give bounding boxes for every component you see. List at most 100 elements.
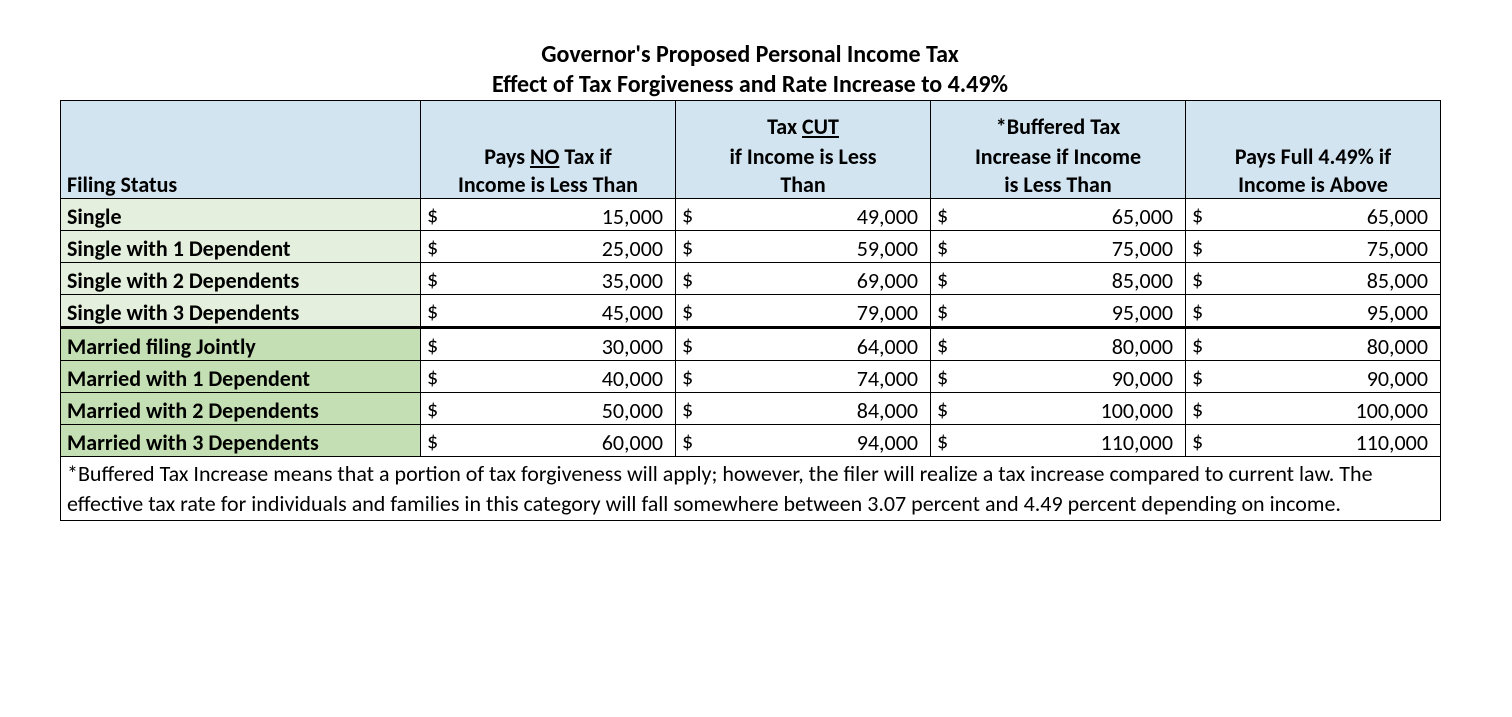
money-value: 69,000 (857, 267, 918, 294)
money-cell: $75,000 (931, 231, 1186, 263)
money-value: 50,000 (602, 397, 663, 424)
dollar-sign: $ (427, 233, 438, 260)
money-cell: $95,000 (931, 295, 1186, 328)
dollar-sign: $ (427, 427, 438, 454)
money-cell: $80,000 (1186, 328, 1441, 361)
money-cell: $50,000 (421, 393, 676, 425)
table-row: Single with 3 Dependents$45,000$79,000$9… (61, 295, 1441, 328)
table-row: Single with 1 Dependent$25,000$59,000$75… (61, 231, 1441, 263)
dollar-sign: $ (1192, 265, 1203, 292)
money-cell: $95,000 (1186, 295, 1441, 328)
money-cell: $110,000 (931, 425, 1186, 457)
dollar-sign: $ (427, 331, 438, 358)
money-value: 95,000 (1112, 299, 1173, 326)
money-cell: $85,000 (1186, 263, 1441, 295)
footnote-row: *Buffered Tax Increase means that a port… (61, 457, 1441, 521)
money-value: 15,000 (602, 203, 663, 230)
money-cell: $74,000 (676, 361, 931, 393)
tax-table-container: Governor's Proposed Personal Income Tax … (60, 40, 1440, 521)
table-row: Married with 3 Dependents$60,000$94,000$… (61, 425, 1441, 457)
tax-table: Filing Status Pays NO Tax if Income is L… (60, 100, 1441, 521)
header-tax-cut: Tax CUT if Income is Less Than (676, 101, 931, 199)
dollar-sign: $ (937, 265, 948, 292)
data-rows: Single$15,000$49,000$65,000$65,000Single… (61, 199, 1441, 457)
money-cell: $60,000 (421, 425, 676, 457)
money-cell: $65,000 (1186, 199, 1441, 231)
dollar-sign: $ (682, 201, 693, 228)
money-value: 75,000 (1112, 235, 1173, 262)
title-line-1: Governor's Proposed Personal Income Tax (60, 40, 1440, 70)
money-value: 75,000 (1367, 235, 1428, 262)
dollar-sign: $ (427, 201, 438, 228)
dollar-sign: $ (682, 395, 693, 422)
money-value: 100,000 (1101, 397, 1173, 424)
header-filing-status: Filing Status (61, 101, 421, 199)
dollar-sign: $ (937, 395, 948, 422)
header-buffered: *Buffered Tax Increase if Income is Less… (931, 101, 1186, 199)
dollar-sign: $ (682, 233, 693, 260)
money-value: 80,000 (1367, 333, 1428, 360)
money-cell: $15,000 (421, 199, 676, 231)
money-value: 65,000 (1112, 203, 1173, 230)
money-value: 74,000 (857, 365, 918, 392)
dollar-sign: $ (427, 363, 438, 390)
dollar-sign: $ (1192, 331, 1203, 358)
dollar-sign: $ (1192, 395, 1203, 422)
money-cell: $45,000 (421, 295, 676, 328)
money-cell: $80,000 (931, 328, 1186, 361)
money-value: 49,000 (857, 203, 918, 230)
money-cell: $59,000 (676, 231, 931, 263)
money-value: 79,000 (857, 299, 918, 326)
money-cell: $85,000 (931, 263, 1186, 295)
row-label: Married with 2 Dependents (61, 393, 421, 425)
money-value: 100,000 (1356, 397, 1428, 424)
dollar-sign: $ (682, 363, 693, 390)
money-value: 60,000 (602, 429, 663, 456)
money-cell: $75,000 (1186, 231, 1441, 263)
table-row: Single$15,000$49,000$65,000$65,000 (61, 199, 1441, 231)
money-cell: $90,000 (1186, 361, 1441, 393)
dollar-sign: $ (682, 427, 693, 454)
money-value: 84,000 (857, 397, 918, 424)
money-cell: $30,000 (421, 328, 676, 361)
dollar-sign: $ (427, 265, 438, 292)
money-value: 85,000 (1112, 267, 1173, 294)
table-row: Married with 1 Dependent$40,000$74,000$9… (61, 361, 1441, 393)
money-value: 64,000 (857, 333, 918, 360)
table-row: Single with 2 Dependents$35,000$69,000$8… (61, 263, 1441, 295)
money-value: 110,000 (1356, 429, 1428, 456)
money-value: 25,000 (602, 235, 663, 262)
money-cell: $94,000 (676, 425, 931, 457)
money-value: 90,000 (1367, 365, 1428, 392)
dollar-sign: $ (1192, 201, 1203, 228)
money-value: 94,000 (857, 429, 918, 456)
row-label: Single (61, 199, 421, 231)
dollar-sign: $ (427, 297, 438, 324)
money-cell: $49,000 (676, 199, 931, 231)
money-cell: $35,000 (421, 263, 676, 295)
row-label: Single with 2 Dependents (61, 263, 421, 295)
money-cell: $100,000 (931, 393, 1186, 425)
dollar-sign: $ (1192, 233, 1203, 260)
money-value: 45,000 (602, 299, 663, 326)
dollar-sign: $ (937, 297, 948, 324)
money-value: 95,000 (1367, 299, 1428, 326)
money-cell: $65,000 (931, 199, 1186, 231)
money-value: 40,000 (602, 365, 663, 392)
money-cell: $100,000 (1186, 393, 1441, 425)
dollar-sign: $ (937, 233, 948, 260)
money-value: 85,000 (1367, 267, 1428, 294)
money-cell: $90,000 (931, 361, 1186, 393)
header-filing-status-label: Filing Status (67, 171, 414, 199)
money-cell: $79,000 (676, 295, 931, 328)
money-value: 65,000 (1367, 203, 1428, 230)
dollar-sign: $ (937, 201, 948, 228)
row-label: Married with 1 Dependent (61, 361, 421, 393)
row-label: Single with 3 Dependents (61, 295, 421, 328)
dollar-sign: $ (682, 297, 693, 324)
money-cell: $64,000 (676, 328, 931, 361)
dollar-sign: $ (937, 427, 948, 454)
money-cell: $110,000 (1186, 425, 1441, 457)
dollar-sign: $ (1192, 427, 1203, 454)
money-cell: $69,000 (676, 263, 931, 295)
